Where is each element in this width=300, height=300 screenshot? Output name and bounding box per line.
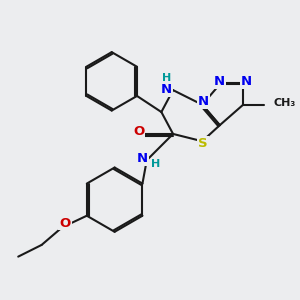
Text: S: S bbox=[198, 137, 208, 150]
Text: CH₃: CH₃ bbox=[274, 98, 296, 108]
Text: N: N bbox=[137, 152, 148, 165]
Text: N: N bbox=[241, 75, 252, 88]
Text: N: N bbox=[198, 95, 209, 108]
Text: O: O bbox=[133, 125, 144, 138]
Text: H: H bbox=[162, 73, 171, 83]
Text: H: H bbox=[152, 159, 161, 169]
Text: O: O bbox=[59, 217, 70, 230]
Text: N: N bbox=[214, 75, 225, 88]
Text: N: N bbox=[161, 83, 172, 96]
